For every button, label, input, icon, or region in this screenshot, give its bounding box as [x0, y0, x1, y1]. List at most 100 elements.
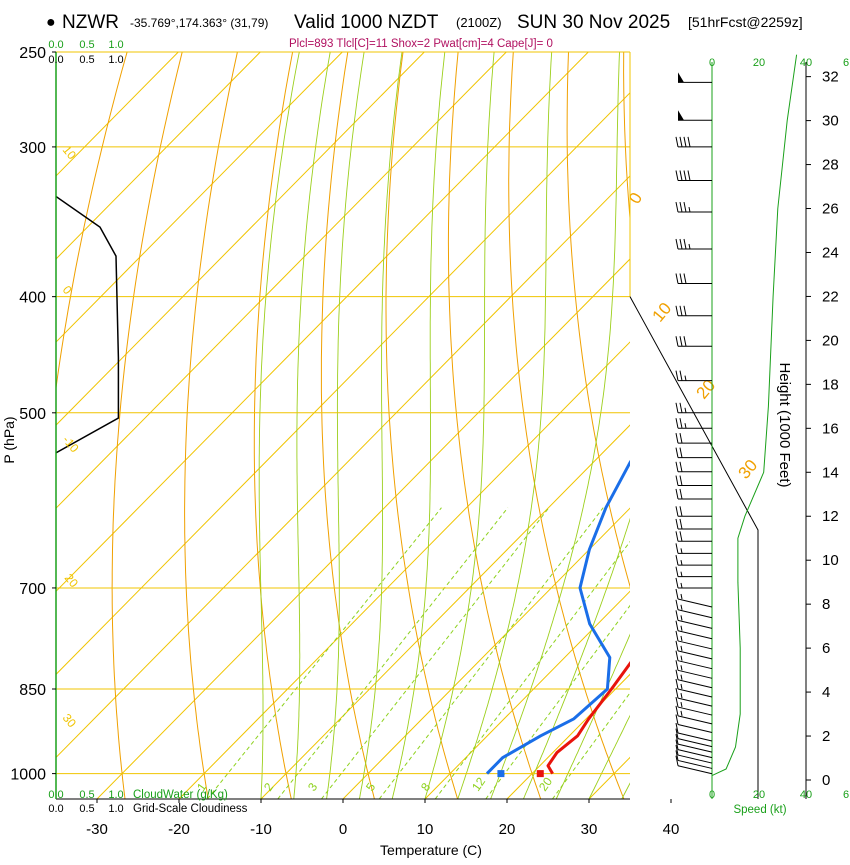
- valid-time: Valid 1000 NZDT: [294, 12, 439, 33]
- dry-adiabat-label: -10: [60, 433, 82, 456]
- wind-barb-full: [675, 136, 679, 148]
- cloudwater-tick-bottom: 0.0: [48, 789, 63, 801]
- wind-barb-full: [679, 475, 683, 486]
- wind-barb-half: [688, 206, 691, 213]
- mixing-ratio-line: [277, 507, 509, 799]
- height-tick-label: 10: [822, 552, 839, 569]
- wind-barb-full: [675, 447, 679, 458]
- isotherm-label: 0: [625, 189, 646, 207]
- wind-barb: [675, 543, 712, 554]
- temperature-tick-label: -10: [250, 821, 272, 838]
- surface-temperature-marker: [536, 770, 544, 778]
- temperature-tick-label: 10: [417, 821, 434, 838]
- wind-barb-full: [675, 660, 679, 671]
- mixing-ratio-line: [378, 507, 604, 799]
- wind-barb-full: [683, 305, 687, 316]
- cloudwater-label: CloudWater (g/Kg): [133, 789, 228, 801]
- wind-barb: [675, 705, 713, 725]
- height-tick-label: 32: [822, 69, 839, 86]
- wind-barb-full: [675, 705, 679, 716]
- wind-barb-full: [675, 588, 679, 600]
- wind-barb-staff: [677, 669, 713, 679]
- moist-adiabat-line: [588, 714, 630, 799]
- wind-barb-full: [679, 336, 683, 347]
- wind-barb-staff: [677, 609, 713, 619]
- wind-barb: [675, 640, 713, 660]
- wind-barb-full: [683, 273, 687, 284]
- wind-barb-full: [679, 402, 683, 413]
- wind-barb-half: [680, 665, 683, 671]
- wind-barb-full: [687, 136, 691, 148]
- station-id: NZWR: [62, 12, 119, 33]
- wind-barb-full: [683, 238, 687, 250]
- pressure-tick-label: 400: [19, 290, 46, 307]
- moist-adiabat-line: [555, 633, 630, 799]
- isotherm-line: [96, 258, 630, 799]
- height-tick-label: 24: [822, 244, 839, 261]
- zulu-time: (2100Z): [456, 15, 502, 30]
- wind-barb: [675, 518, 712, 530]
- wind-barb-full: [679, 273, 683, 284]
- wind-barb: [675, 620, 713, 640]
- station-coords: -35.769°,174.363° (31,79): [130, 16, 268, 30]
- wind-barb: [675, 238, 712, 250]
- moist-adiabat-line: [293, 52, 331, 799]
- forecast-info: [51hrFcst@2259z]: [688, 14, 803, 30]
- wind-barb: [675, 273, 712, 284]
- wind-barb-staff: [677, 660, 713, 670]
- isotherm-label: 30: [735, 456, 762, 483]
- wind-barb-staff: [677, 765, 713, 775]
- pressure-tick-label: 500: [19, 406, 46, 423]
- y-axis-title: P (hPa): [1, 416, 17, 463]
- isotherm-line: [178, 341, 630, 799]
- wind-barb-staff: [677, 706, 713, 716]
- height-tick-label: 28: [822, 157, 839, 174]
- wind-barb-half: [680, 674, 683, 680]
- wind-barb-half: [680, 615, 683, 621]
- sounding-parameters: Plcl=893 Tlcl[C]=11 Shox=2 Pwat[cm]=4 Ca…: [289, 38, 553, 50]
- cloudiness-tick-bottom: 0.0: [48, 803, 63, 815]
- wind-barb: [675, 531, 712, 542]
- wind-barb-full: [679, 201, 683, 213]
- speed-axis-label: Speed (kt): [733, 804, 786, 816]
- wind-barb-full: [679, 136, 683, 148]
- wind-barb-full: [679, 506, 683, 517]
- height-tick-label: 8: [822, 596, 830, 613]
- wind-speed-profile-line: [711, 54, 798, 777]
- wind-barb-half: [680, 693, 683, 699]
- wind-barb-full: [675, 722, 679, 734]
- wind-barb: [675, 750, 713, 769]
- wind-barb-half: [688, 243, 691, 250]
- wind-barb-half: [684, 423, 687, 429]
- temperature-tick-label: -30: [86, 821, 108, 838]
- wind-barb-full: [675, 461, 679, 472]
- wind-barb-full: [675, 402, 679, 413]
- barb-panel-boundary: [629, 296, 759, 799]
- cloudiness-tick-top: 0.0: [48, 54, 63, 66]
- dry-adiabat-line: [566, 52, 630, 588]
- surface-dewpoint-marker: [497, 770, 505, 778]
- wind-barb-staff: [677, 749, 713, 759]
- wind-barb-full: [675, 734, 679, 745]
- wind-barb-full: [675, 744, 679, 756]
- dry-adiabat-line: [184, 52, 238, 799]
- wind-barb-full: [679, 433, 683, 444]
- wind-barb: [675, 650, 713, 670]
- isotherm-line: [56, 175, 630, 759]
- wind-barb: [675, 566, 712, 578]
- wind-barb-half: [680, 593, 683, 600]
- wind-barb-staff: [677, 679, 713, 689]
- wind-barb: [675, 688, 713, 707]
- isotherm-line: [342, 507, 630, 799]
- wind-barb-full: [675, 506, 679, 517]
- mixing-ratio-label: 2: [261, 780, 276, 794]
- wind-barb-full: [675, 610, 679, 621]
- wind-barb-full: [683, 336, 687, 347]
- dry-adiabat-line: [253, 52, 294, 799]
- wind-barb-full: [675, 678, 679, 690]
- temperature-tick-label: 20: [499, 821, 516, 838]
- height-tick-label: 30: [822, 113, 839, 130]
- height-tick-label: 0: [822, 772, 830, 789]
- mixing-ratio-line: [485, 604, 630, 799]
- moist-adiabat-line: [490, 52, 620, 799]
